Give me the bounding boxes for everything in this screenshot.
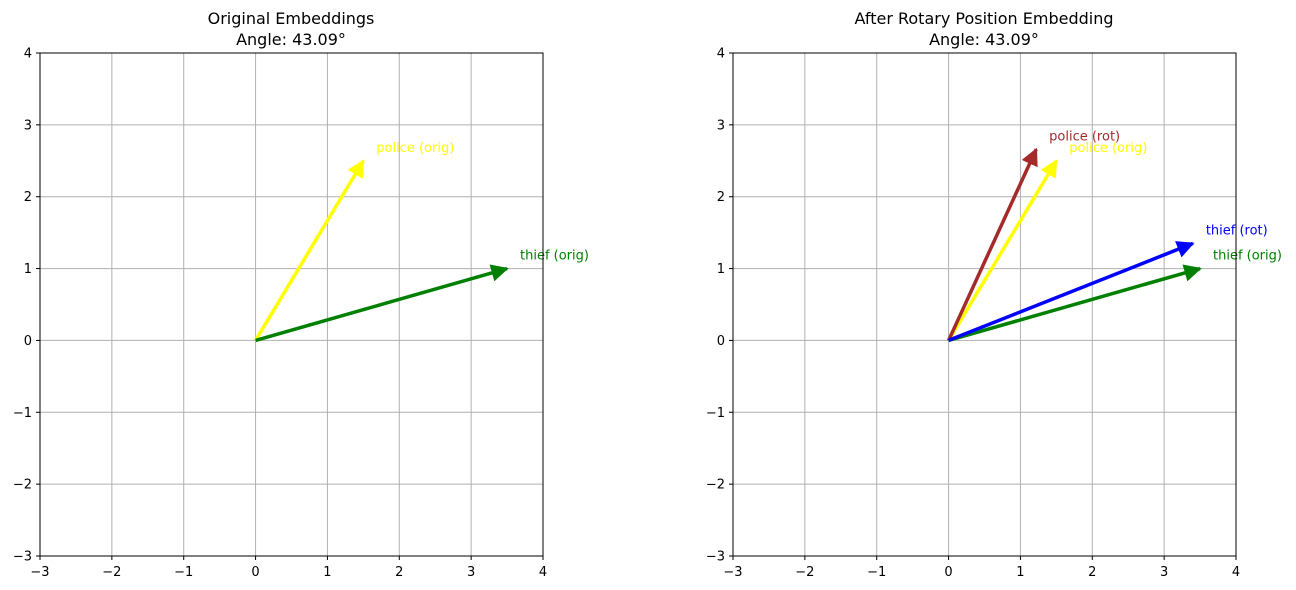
y-tick-label: 1 [24,262,32,277]
y-tick-label: −3 [706,550,725,565]
x-tick-label: 1 [1016,565,1024,580]
plot-area [40,53,543,556]
y-tick-label: 0 [24,334,32,349]
vector-thief-rot [947,241,1195,343]
y-tick-label: 4 [24,47,32,62]
vector-label-thief-orig: thief (orig) [1213,249,1282,264]
x-tick-label: 3 [467,565,475,580]
left-chart-original-embeddings: police (orig) thief (orig) −3 −2 −1 0 1 2 3 4 −3 −2… [13,9,589,580]
vector-label-police-orig: police (orig) [1069,141,1147,156]
vector-label-police-rot: police (rot) [1049,129,1120,144]
chart-title: Original Embeddings [208,9,375,28]
vector-police-orig [947,159,1058,342]
vector-police-orig [254,159,365,342]
vector-label-thief-orig: thief (orig) [520,249,589,264]
x-tick-label: −2 [102,565,121,580]
x-tick-label: 1 [323,565,331,580]
y-tick-label: −1 [13,406,32,421]
plot-area [733,53,1236,556]
y-tick-label: 3 [717,118,725,133]
vector-thief-orig [255,264,509,343]
x-tick-label: 4 [539,565,547,580]
right-chart-after-rotary-position-embedding: police (orig)police (rot) thief (orig) thi… [706,9,1282,580]
y-tick-label: −2 [706,478,725,493]
x-tick-label: −3 [723,565,742,580]
vector-label-thief-rot: thief (rot) [1206,223,1268,238]
x-tick-label: 0 [251,565,259,580]
chart-title: After Rotary Position Embedding [854,9,1113,28]
y-tick-label: 1 [717,262,725,277]
x-tick-label: −1 [174,565,193,580]
chart-subtitle-angle: Angle: 43.09° [236,30,346,49]
x-tick-label: −3 [30,565,49,580]
axes-frame [732,52,1237,557]
y-tick-label: −2 [13,478,32,493]
y-tick-label: −3 [13,550,32,565]
y-tick-label: 2 [717,190,725,205]
vector-thief-orig [948,264,1202,343]
x-tick-label: −2 [795,565,814,580]
x-tick-label: 0 [944,565,952,580]
y-tick-label: 4 [717,47,725,62]
chart-subtitle-angle: Angle: 43.09° [929,30,1039,49]
x-tick-label: −1 [867,565,886,580]
x-tick-label: 2 [395,565,403,580]
y-tick-label: −1 [706,406,725,421]
y-tick-label: 2 [24,190,32,205]
y-tick-label: 0 [717,334,725,349]
y-tick-label: 3 [24,118,32,133]
vector-police-rot [946,147,1038,342]
vector-label-police-orig: police (orig) [376,141,454,156]
x-tick-label: 2 [1088,565,1096,580]
x-tick-label: 3 [1160,565,1168,580]
axes-frame [39,52,544,557]
x-tick-label: 4 [1232,565,1240,580]
